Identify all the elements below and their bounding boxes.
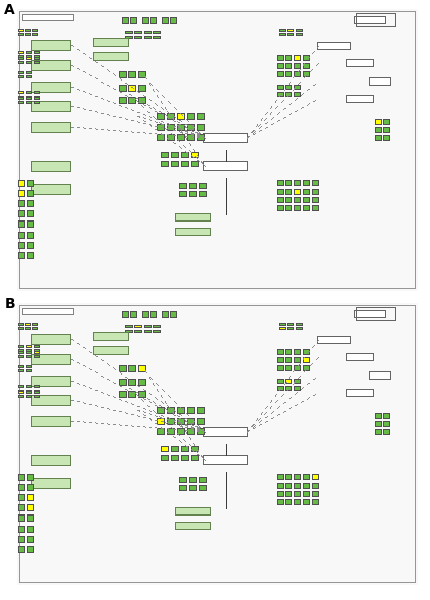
Text: B: B [4, 297, 15, 311]
Text: A: A [4, 3, 15, 17]
